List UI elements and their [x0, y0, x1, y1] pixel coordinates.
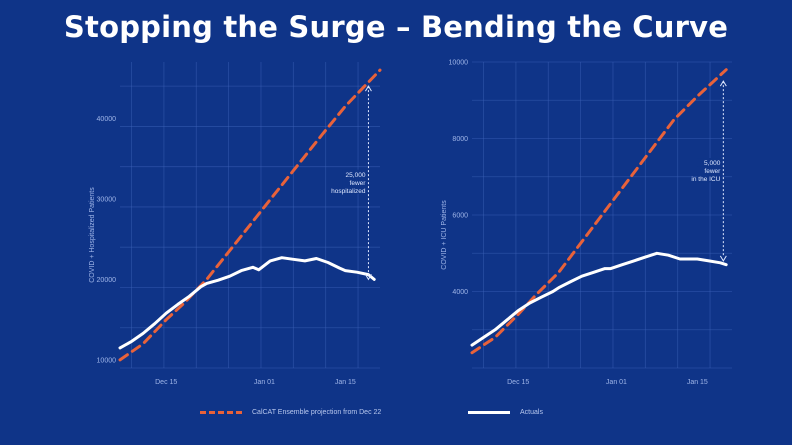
annotation-text-line: fewer — [704, 168, 721, 175]
x-tick-label: Jan 01 — [254, 379, 275, 386]
x-tick-label: Dec 15 — [155, 379, 177, 386]
legend-actuals-swatch — [468, 410, 510, 414]
annotation-text-line: 5,000 — [704, 160, 721, 167]
y-axis-label: COVID + ICU Patients — [441, 200, 448, 270]
series-actuals-line — [470, 251, 728, 347]
y-tick-label: 10000 — [449, 60, 469, 67]
series-projection-line — [118, 68, 382, 362]
annotation-text-bg — [342, 185, 368, 194]
annotation-text-line: fewer — [350, 180, 367, 187]
y-tick-label: 4000 — [452, 289, 468, 296]
series-actuals-line — [118, 256, 376, 350]
y-tick-label: 20000 — [97, 277, 117, 284]
slide-title: Stopping the Surge – Bending the Curve — [63, 10, 729, 44]
annotation-text-bg — [342, 177, 368, 186]
x-tick-label: Dec 15 — [507, 379, 529, 386]
y-tick-label: 10000 — [97, 357, 117, 364]
annotation-text-bg — [697, 166, 723, 175]
annotation-arrowhead-bottom — [365, 274, 372, 281]
x-tick-label: Jan 15 — [335, 379, 356, 386]
chart-hospitalized: 10000 20000 30000 40000 Dec 15 Jan 01 Jan 15 CO… — [89, 62, 382, 386]
annotation-arrowhead-bottom — [719, 255, 727, 262]
annotation-text-line: hospitalized — [331, 188, 366, 195]
y-tick-label: 40000 — [97, 116, 117, 123]
annotation-arrowhead-top — [719, 80, 727, 87]
legend-actuals: Actuals — [468, 405, 543, 419]
chart-icu: 4000 6000 8000 10000 Dec 15 Jan 01 Jan 15 COVID… — [441, 60, 732, 386]
x-tick-label: Jan 01 — [606, 379, 627, 386]
x-tick-label: Jan 15 — [687, 379, 708, 386]
legend-projection: CalCAT Ensemble projection from Dec 22 — [200, 405, 381, 419]
annotation-text-bg — [342, 169, 368, 178]
y-axis-label: COVID + Hospitalized Patients — [89, 187, 96, 283]
y-tick-label: 30000 — [97, 196, 117, 203]
annotation-text-bg — [697, 158, 723, 167]
legend-projection-swatch — [200, 410, 242, 414]
legend-actuals-label: Actuals — [520, 408, 543, 416]
annotation-arrowhead-top — [365, 85, 372, 92]
annotation-text-line: 25,000 — [346, 172, 366, 179]
annotation-text-bg — [697, 174, 723, 183]
series-projection-line — [470, 68, 728, 355]
annotation-text-line: in the ICU — [691, 176, 720, 183]
y-tick-label: 8000 — [452, 136, 468, 143]
legend-projection-label: CalCAT Ensemble projection from Dec 22 — [252, 408, 382, 416]
y-tick-label: 6000 — [452, 213, 468, 220]
